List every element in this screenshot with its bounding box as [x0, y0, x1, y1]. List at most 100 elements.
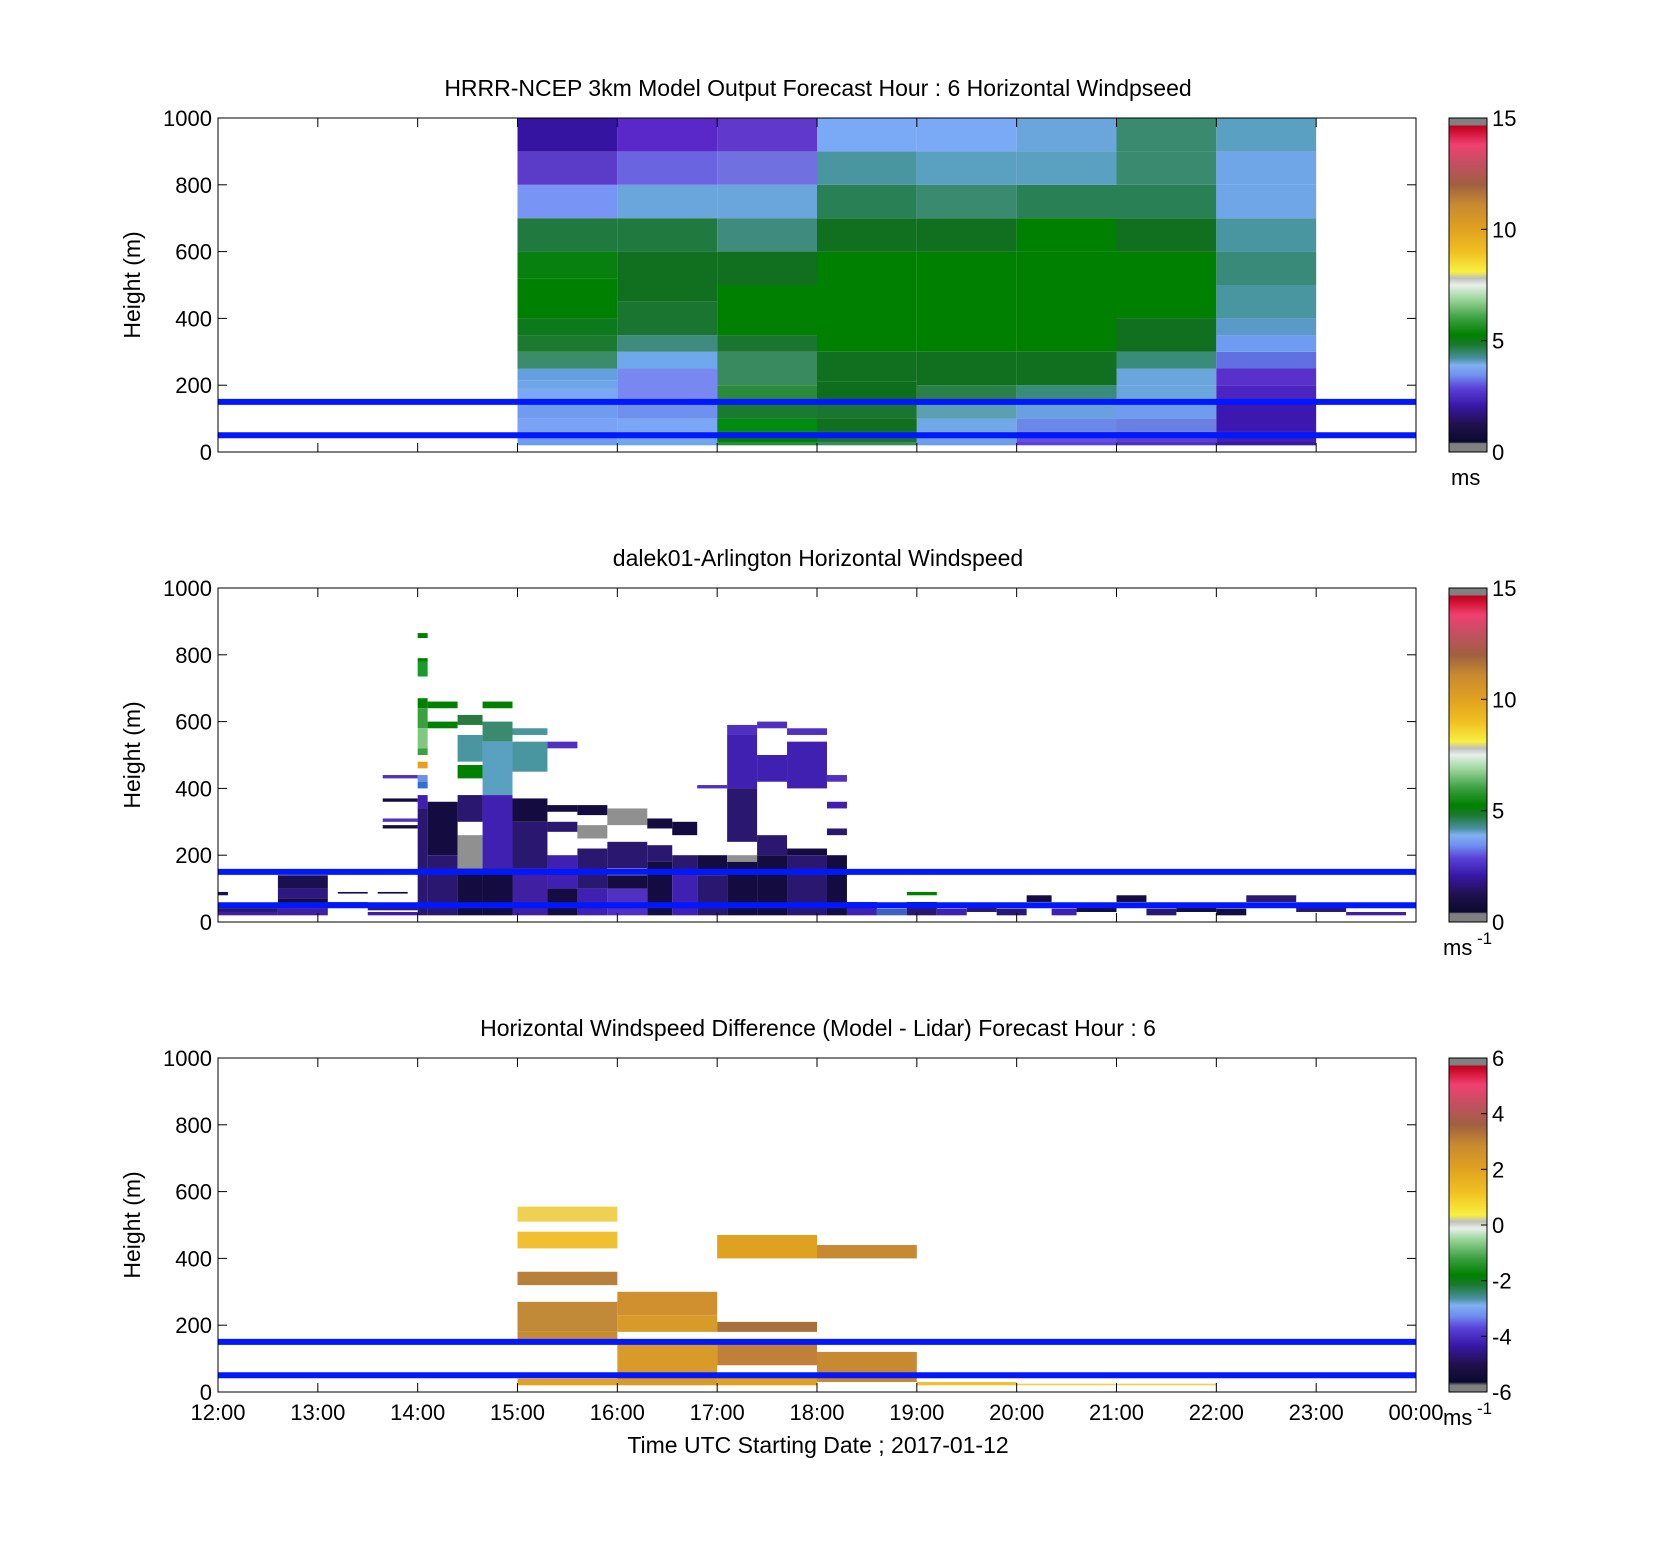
lidar-cell — [577, 825, 608, 839]
lidar-colorbar-unit-exponent: -1 — [1477, 929, 1492, 948]
difference-x-tick-label: 18:00 — [789, 1400, 844, 1425]
model-cell — [617, 368, 718, 402]
model-cell — [1216, 218, 1317, 252]
panel-lidar-ylabel: Height (m) — [119, 701, 145, 808]
lidar-cell — [697, 785, 728, 789]
model-cell — [1216, 285, 1317, 319]
lidar-y-tick-label: 200 — [175, 843, 212, 868]
lidar-cell — [457, 795, 483, 822]
difference-x-tick-label: 20:00 — [989, 1400, 1044, 1425]
model-cell — [517, 184, 618, 219]
model-cell — [717, 118, 817, 152]
model-cell — [817, 218, 917, 252]
difference-y-tick-label: 200 — [175, 1313, 212, 1338]
difference-colorbar-tick-label: -2 — [1492, 1269, 1512, 1294]
panel-difference-ylabel: Height (m) — [119, 1171, 145, 1278]
model-cell — [617, 251, 718, 302]
model-colorbar-scale — [1448, 117, 1488, 453]
model-y-tick-label: 400 — [175, 306, 212, 331]
difference-cell — [916, 1381, 1017, 1386]
lidar-cell — [457, 734, 483, 762]
lidar-cell — [996, 908, 1027, 916]
lidar-cell — [457, 835, 483, 869]
lidar-cell — [672, 855, 698, 872]
panel-lidar-colorbar: 0 5 10 15 ms -1 — [1443, 576, 1516, 960]
model-cell — [517, 118, 618, 152]
difference-x-tick-label: 23:00 — [1289, 1400, 1344, 1425]
model-cell — [1016, 151, 1117, 185]
lidar-cell — [697, 875, 728, 916]
lidar-cell — [607, 875, 648, 889]
panel-model-ylabel: Height (m) — [119, 231, 145, 338]
lidar-cell — [427, 721, 458, 729]
lidar-cell — [512, 868, 548, 916]
model-cell — [717, 385, 817, 402]
model-cell — [717, 335, 817, 352]
model-cell — [1016, 401, 1117, 419]
model-cell — [1216, 318, 1317, 336]
model-cell — [517, 441, 618, 446]
model-cell — [1216, 385, 1317, 402]
panel-difference-heatmap — [517, 1206, 1217, 1386]
model-y-tick-label: 1000 — [163, 106, 212, 131]
lidar-cell — [607, 888, 648, 916]
lidar-y-tick-label: 600 — [175, 710, 212, 735]
lidar-cell — [512, 741, 548, 772]
model-cell — [1216, 368, 1317, 386]
model-cell — [617, 335, 718, 352]
model-cell — [517, 418, 618, 432]
model-cell — [1116, 318, 1217, 352]
model-cell — [916, 418, 1017, 432]
model-cell — [717, 351, 817, 386]
lidar-colorbar-scale — [1448, 587, 1488, 923]
model-cell — [517, 218, 618, 252]
lidar-cell — [482, 701, 513, 709]
difference-x-tick-label: 15:00 — [490, 1400, 545, 1425]
model-cell — [1116, 401, 1217, 419]
lidar-cell — [417, 781, 428, 789]
lidar-cell — [218, 908, 278, 912]
model-cell — [1016, 441, 1117, 446]
model-cell — [1016, 184, 1117, 219]
lidar-cell — [417, 708, 428, 729]
model-y-tick-label: 200 — [175, 373, 212, 398]
difference-x-tick-label: 16:00 — [590, 1400, 645, 1425]
model-cell — [717, 251, 817, 285]
lidar-cell — [1216, 908, 1247, 916]
panel-lidar-x-ticks — [217, 588, 1417, 922]
x-axis-label: Time UTC Starting Date ; 2017-01-12 — [627, 1432, 1008, 1458]
lidar-cell — [672, 821, 698, 836]
model-cell — [717, 218, 817, 252]
model-cell — [1016, 385, 1117, 402]
lidar-cell — [417, 658, 428, 662]
lidar-cell — [577, 805, 608, 816]
lidar-cell — [826, 828, 847, 836]
model-cell — [817, 118, 917, 152]
lidar-cell — [417, 808, 428, 916]
lidar-cell — [367, 911, 418, 916]
lidar-cell — [936, 908, 967, 916]
lidar-cell — [417, 761, 428, 769]
model-cell — [617, 418, 718, 432]
lidar-cell — [417, 775, 428, 782]
model-y-tick-label: 0 — [200, 440, 212, 465]
lidar-cell — [1076, 905, 1117, 912]
panel-model-reference-lines — [218, 398, 1416, 439]
model-cell — [916, 441, 1017, 446]
panel-model-title: HRRR-NCEP 3km Model Output Forecast Hour… — [444, 75, 1191, 101]
lidar-cell — [787, 741, 827, 789]
model-cell — [916, 184, 1017, 219]
model-cell — [717, 401, 817, 419]
panel-difference: Horizontal Windspeed Difference (Model -… — [119, 1015, 1512, 1430]
lidar-cell — [547, 888, 578, 916]
panel-model: HRRR-NCEP 3km Model Output Forecast Hour… — [119, 75, 1516, 490]
lidar-cell — [727, 724, 758, 735]
model-cell — [517, 318, 618, 336]
lidar-cell — [876, 908, 907, 916]
model-cell — [916, 385, 1017, 402]
model-cell — [1216, 441, 1317, 446]
difference-colorbar-unit: ms — [1443, 1405, 1472, 1430]
difference-colorbar-unit-exponent: -1 — [1477, 1399, 1492, 1418]
lidar-cell — [277, 875, 328, 889]
model-cell — [617, 118, 718, 152]
